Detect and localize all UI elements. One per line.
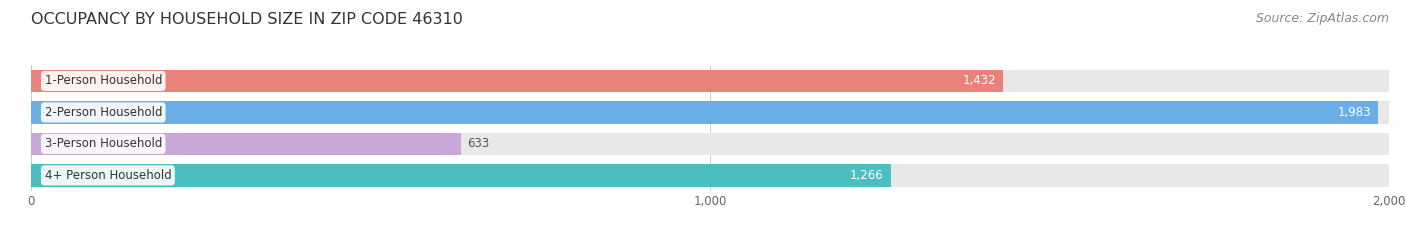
Text: OCCUPANCY BY HOUSEHOLD SIZE IN ZIP CODE 46310: OCCUPANCY BY HOUSEHOLD SIZE IN ZIP CODE … (31, 12, 463, 27)
Text: Source: ZipAtlas.com: Source: ZipAtlas.com (1256, 12, 1389, 25)
Text: 1,983: 1,983 (1337, 106, 1371, 119)
Bar (31, 101, 1378, 124)
Bar (31, 133, 461, 155)
Bar (31, 164, 890, 187)
Text: 1,266: 1,266 (851, 169, 884, 182)
Text: 2-Person Household: 2-Person Household (45, 106, 162, 119)
Bar (31, 101, 1389, 124)
Text: 633: 633 (468, 137, 489, 150)
Bar (31, 70, 1004, 92)
Bar (31, 133, 1389, 155)
Text: 4+ Person Household: 4+ Person Household (45, 169, 172, 182)
Bar (31, 70, 1389, 92)
Text: 1,432: 1,432 (963, 75, 997, 87)
Bar (31, 164, 1389, 187)
Text: 1-Person Household: 1-Person Household (45, 75, 162, 87)
Text: 3-Person Household: 3-Person Household (45, 137, 162, 150)
